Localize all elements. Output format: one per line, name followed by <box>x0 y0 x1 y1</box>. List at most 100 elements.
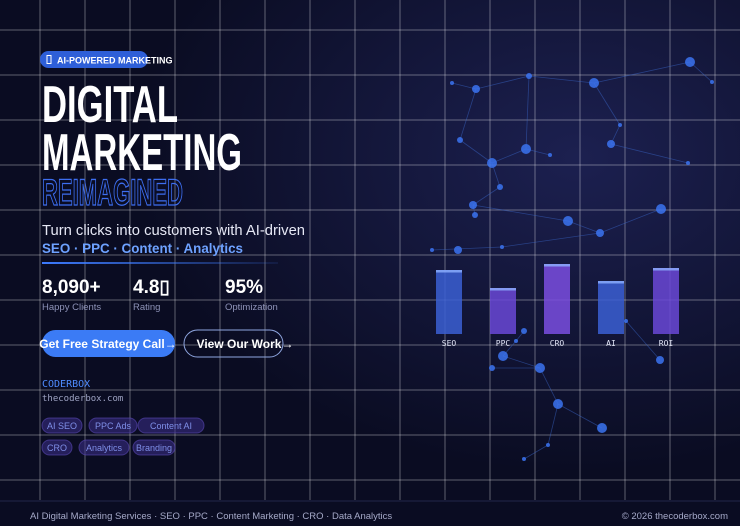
tags: AI SEO PPC Ads Content AI CRO Analytics Brand… <box>41 417 205 456</box>
network-link <box>525 75 530 150</box>
network-link <box>451 82 477 90</box>
network-node <box>450 81 454 85</box>
network-link <box>593 61 691 84</box>
network-node <box>563 216 573 226</box>
network-link <box>475 75 530 90</box>
tag <box>41 417 83 434</box>
network-link <box>472 186 501 206</box>
bar-cap <box>544 264 570 267</box>
network-node <box>472 212 478 218</box>
primary-button[interactable] <box>42 330 175 357</box>
network-link <box>459 88 477 141</box>
network-node <box>500 245 504 249</box>
network-node <box>472 85 480 93</box>
network-node <box>596 229 604 237</box>
network-link <box>557 403 603 429</box>
network-link <box>523 444 549 460</box>
tag <box>88 417 138 434</box>
tag-label: CRO <box>47 443 67 453</box>
bar <box>544 264 570 334</box>
headline: DIGITAL <box>42 76 178 134</box>
network-node <box>498 351 508 361</box>
network-node <box>521 144 531 154</box>
network-link <box>593 82 621 126</box>
stat-value: 4.8▯ <box>133 277 170 298</box>
network-link <box>501 232 601 248</box>
tag <box>78 439 130 456</box>
network-node <box>457 137 463 143</box>
network-link <box>528 75 595 84</box>
network-link <box>472 204 569 222</box>
network-node <box>624 319 628 323</box>
network-node <box>656 204 666 214</box>
network-node <box>430 248 434 252</box>
network-node <box>535 363 545 373</box>
brand-name: CODERBOX <box>42 379 90 390</box>
network-node <box>487 158 497 168</box>
stat-value: 95% <box>225 277 263 298</box>
footer-copyright: © 2026 thecoderbox.com <box>622 511 728 522</box>
bar-cap <box>653 268 679 271</box>
secondary-button-label[interactable]: View Our Work→ <box>197 337 294 351</box>
stat-label: Rating <box>133 302 160 313</box>
stat-value: 8,090+ <box>42 277 101 298</box>
network-node <box>514 339 518 343</box>
x-tick-label: ROI <box>659 339 674 348</box>
secondary-button[interactable] <box>183 329 284 358</box>
network-node <box>597 423 607 433</box>
tag-label: AI SEO <box>47 421 77 431</box>
network-link <box>431 246 503 251</box>
bar <box>490 288 516 334</box>
network-link <box>610 143 689 164</box>
primary-button-label[interactable]: Get Free Strategy Call→ <box>39 337 176 351</box>
network-link <box>567 220 601 234</box>
bar-cap <box>490 288 516 291</box>
network-node <box>489 365 495 371</box>
bar <box>436 270 462 334</box>
tag-label: Content AI <box>150 421 192 431</box>
headline-accent: REIMAGINED <box>42 172 183 213</box>
network-link <box>547 403 559 446</box>
tag <box>137 417 205 434</box>
bar-cap <box>598 281 624 284</box>
bar <box>653 268 679 334</box>
footer-services: AI Digital Marketing Services · SEO · PP… <box>30 511 392 522</box>
badge-icon <box>46 55 52 64</box>
tag <box>41 439 73 456</box>
bar <box>598 281 624 334</box>
network-node <box>710 80 714 84</box>
stat-label: Optimization <box>225 302 278 313</box>
network-node <box>656 356 664 364</box>
bar-chart: SEO PPC CRO AI ROI <box>436 264 679 348</box>
network-link <box>491 148 527 164</box>
network-node <box>454 246 462 254</box>
bar-cap <box>436 270 462 273</box>
stat-label: Happy Clients <box>42 302 101 313</box>
x-tick-label: CRO <box>550 339 565 348</box>
network-link <box>625 320 661 361</box>
subtitle-services: SEO · PPC · Content · Analytics <box>42 240 243 256</box>
network-node <box>546 443 550 447</box>
divider <box>42 262 278 264</box>
network-node <box>526 73 532 79</box>
badge <box>40 51 148 68</box>
network-node <box>548 153 552 157</box>
network-node <box>469 201 477 209</box>
x-tick-label: AI <box>606 339 616 348</box>
network-node <box>607 140 615 148</box>
network-link <box>459 139 493 164</box>
network-node <box>686 161 690 165</box>
tag-label: Analytics <box>86 443 123 453</box>
network-node <box>553 399 563 409</box>
network-node <box>497 184 503 190</box>
tag-label: PPC Ads <box>95 421 132 431</box>
subtitle: Turn clicks into customers with AI-drive… <box>42 222 305 239</box>
x-tick-label: SEO <box>442 339 457 348</box>
network-node <box>618 123 622 127</box>
network-node <box>522 457 526 461</box>
network <box>430 57 714 461</box>
network-node <box>589 78 599 88</box>
brand-url: thecoderbox.com <box>42 394 123 404</box>
